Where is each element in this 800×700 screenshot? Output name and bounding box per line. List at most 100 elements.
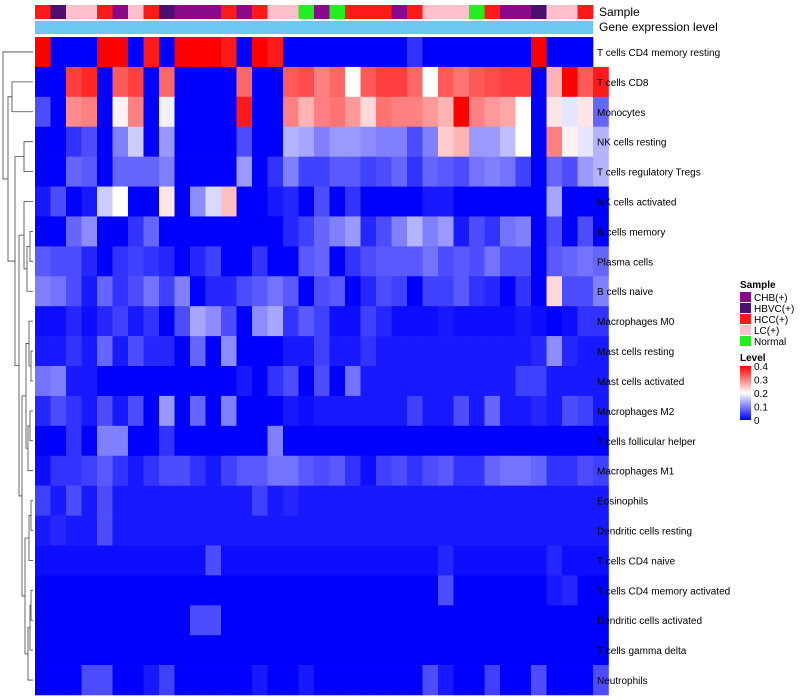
heatmap-cell bbox=[515, 126, 532, 157]
heatmap-cell bbox=[128, 96, 144, 128]
heatmap-cell bbox=[376, 605, 392, 636]
heatmap-cell bbox=[515, 515, 532, 546]
heatmap-cell bbox=[283, 66, 299, 98]
level-legend-title: Level bbox=[740, 353, 766, 364]
heatmap-cell bbox=[298, 455, 315, 486]
heatmap-cell bbox=[531, 366, 547, 397]
heatmap-cell bbox=[376, 66, 392, 98]
heatmap-cell bbox=[577, 455, 594, 486]
heatmap-cell bbox=[298, 425, 315, 457]
heatmap-cell bbox=[190, 246, 206, 277]
sample-legend-swatch bbox=[740, 314, 751, 324]
heatmap-cell bbox=[546, 605, 563, 636]
heatmap-cell bbox=[360, 545, 377, 576]
heatmap-cell bbox=[546, 395, 563, 427]
heatmap-cell bbox=[159, 635, 175, 666]
heatmap-cell bbox=[562, 66, 578, 98]
heatmap-cell bbox=[236, 336, 253, 367]
heatmap-cell bbox=[159, 366, 175, 397]
heatmap-cell bbox=[500, 216, 516, 247]
heatmap-cell bbox=[236, 575, 253, 606]
heatmap-cell bbox=[546, 96, 563, 128]
heatmap-cell bbox=[252, 425, 268, 457]
heatmap-cell bbox=[531, 485, 547, 516]
heatmap-cell bbox=[283, 126, 299, 157]
heatmap-cell bbox=[252, 66, 268, 98]
heatmap-cell bbox=[345, 635, 361, 666]
heatmap-cell bbox=[298, 186, 315, 217]
heatmap-cell bbox=[562, 246, 578, 277]
dendrogram-branch bbox=[23, 141, 33, 172]
heatmap-cell bbox=[515, 216, 532, 247]
heatmap-cell bbox=[267, 216, 284, 247]
heatmap-cell bbox=[252, 186, 268, 217]
heatmap-cell bbox=[205, 66, 222, 98]
heatmap-cell bbox=[314, 216, 330, 247]
sample-cell-32 bbox=[515, 5, 532, 19]
heatmap-cell bbox=[438, 37, 454, 68]
heatmap-cell bbox=[407, 366, 423, 397]
heatmap-cell bbox=[500, 605, 516, 636]
dendrogram-branch bbox=[14, 156, 24, 366]
heatmap-cell bbox=[236, 306, 253, 337]
heatmap-cell bbox=[221, 515, 237, 546]
heatmap-cell bbox=[376, 216, 392, 247]
heatmap-cell bbox=[360, 485, 377, 516]
heatmap-cell bbox=[252, 336, 268, 367]
heatmap-cell bbox=[252, 246, 268, 277]
heatmap-cell bbox=[329, 276, 346, 307]
heatmap-cell bbox=[159, 545, 175, 576]
heatmap-cell bbox=[66, 485, 82, 516]
heatmap-cell bbox=[329, 485, 346, 516]
heatmap-cell bbox=[314, 246, 330, 277]
heatmap-cell bbox=[562, 126, 578, 157]
heatmap-cell bbox=[97, 96, 113, 128]
heatmap-cell bbox=[438, 605, 454, 636]
heatmap-cell bbox=[345, 336, 361, 367]
heatmap-cell bbox=[159, 455, 175, 486]
heatmap-cell bbox=[143, 336, 160, 367]
heatmap-cell bbox=[484, 66, 501, 98]
heatmap-cell bbox=[267, 66, 284, 98]
heatmap-cell bbox=[190, 186, 206, 217]
heatmap-cell bbox=[546, 246, 563, 277]
heatmap-cell bbox=[66, 515, 82, 546]
heatmap-cell bbox=[35, 126, 51, 157]
heatmap-cell bbox=[236, 37, 253, 68]
heatmap-cell bbox=[407, 575, 423, 606]
heatmap-cell bbox=[159, 276, 175, 307]
heatmap-cell bbox=[329, 605, 346, 636]
heatmap-cell bbox=[469, 216, 485, 247]
heatmap-cell bbox=[329, 395, 346, 427]
heatmap-cell bbox=[329, 126, 346, 157]
heatmap-cell bbox=[50, 665, 67, 696]
heatmap-cell bbox=[205, 156, 222, 187]
heatmap-cell bbox=[283, 246, 299, 277]
heatmap-cell bbox=[50, 395, 67, 427]
heatmap-cell bbox=[469, 395, 485, 427]
heatmap-cell bbox=[283, 545, 299, 576]
heatmap-cell bbox=[376, 485, 392, 516]
heatmap-cell bbox=[267, 395, 284, 427]
sample-cell-26 bbox=[422, 5, 439, 19]
heatmap-cell bbox=[97, 336, 113, 367]
heatmap-cell bbox=[484, 156, 501, 187]
heatmap-cell bbox=[562, 425, 578, 457]
heatmap-cell bbox=[221, 37, 237, 68]
dendrogram-branch bbox=[30, 589, 33, 621]
heatmap-cell bbox=[252, 276, 268, 307]
heatmap-cell bbox=[329, 336, 346, 367]
heatmap-cell bbox=[562, 156, 578, 187]
heatmap-cell bbox=[546, 575, 563, 606]
heatmap-cell bbox=[128, 37, 144, 68]
dendrogram-branch bbox=[7, 96, 15, 262]
heatmap-cell bbox=[407, 306, 423, 337]
heatmap-cell bbox=[484, 545, 501, 576]
heatmap-cell bbox=[97, 66, 113, 98]
sample-legend-title: Sample bbox=[740, 280, 776, 291]
heatmap-cell bbox=[50, 66, 67, 98]
heatmap-cell bbox=[469, 276, 485, 307]
heatmap-cell bbox=[484, 635, 501, 666]
heatmap-cell bbox=[236, 156, 253, 187]
heatmap-cell bbox=[593, 425, 609, 457]
